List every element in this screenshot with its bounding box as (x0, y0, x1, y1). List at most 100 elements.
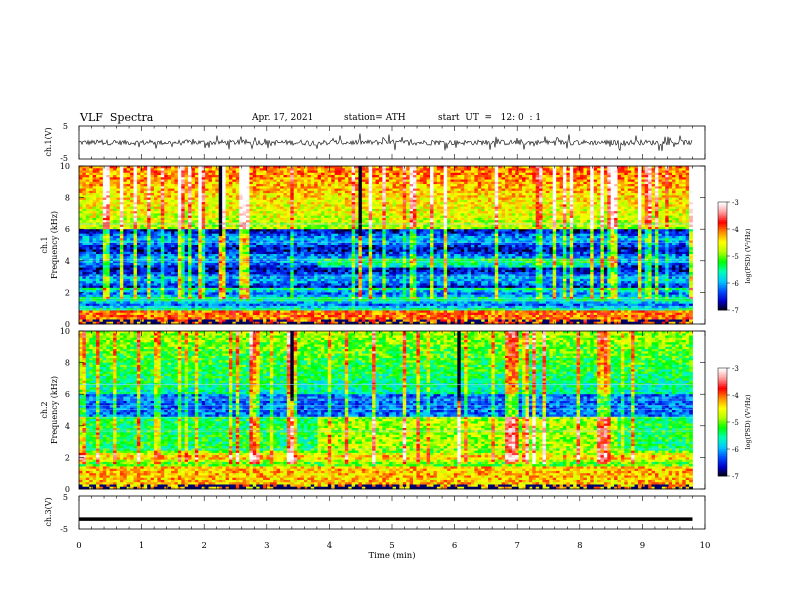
spectrogram-cell (355, 166, 359, 169)
spectrogram-cell (242, 184, 247, 187)
spectrogram-cell (406, 184, 410, 187)
spectrogram-cell (273, 179, 278, 183)
spectrogram-cell (276, 179, 281, 183)
spectrogram-cell (297, 204, 301, 208)
spectrogram-cell (634, 181, 639, 185)
spectrogram-cell (307, 186, 312, 189)
spectrogram-cell (314, 170, 318, 174)
spectrogram-cell (344, 179, 349, 183)
spectrogram-cell (143, 188, 148, 192)
spectrogram-cell (631, 186, 635, 189)
spectrogram-cell (174, 208, 179, 212)
spectrogram-cell (133, 199, 138, 203)
spectrogram-cell (586, 206, 591, 210)
spectrogram-cell (392, 199, 397, 203)
spectrogram-cell (82, 204, 87, 208)
spectrogram-cell (395, 202, 400, 205)
spectrogram-cell (171, 206, 175, 210)
spectrogram-cell (293, 184, 298, 187)
spectrogram-cell (539, 175, 543, 178)
spectrogram-cell (406, 181, 410, 185)
spectrogram-cell (355, 195, 359, 198)
spectrogram-cell (314, 197, 318, 201)
spectrogram-cell (440, 202, 445, 205)
spectrogram-cell (651, 193, 656, 196)
spectrogram-cell (491, 208, 496, 212)
spectrogram-cell (491, 190, 496, 194)
spectrogram-cell (174, 204, 179, 208)
spectrogram-cell (375, 179, 380, 183)
spectrogram-cell (184, 181, 189, 185)
spectrogram-cell (416, 197, 421, 201)
spectrogram-cell (280, 190, 284, 194)
spectrogram-cell (256, 166, 261, 169)
spectrogram-cell (235, 184, 240, 187)
spectrogram-cell (511, 175, 516, 178)
spectrogram-cell (160, 166, 165, 169)
spectrogram-cell (528, 186, 533, 189)
spectrogram-cell (675, 184, 680, 187)
spectrogram-cell (457, 168, 462, 171)
spectrogram-cell (614, 188, 618, 192)
spectrogram-cell (79, 170, 83, 174)
station-label: station= ATH (344, 113, 406, 123)
spectrogram-cell (177, 188, 182, 192)
spectrogram-cell (266, 166, 271, 169)
spectrogram-cell (477, 168, 482, 171)
spectrogram-cell (443, 181, 448, 185)
spectrogram-cell (631, 179, 635, 183)
spectrogram-cell (348, 181, 353, 185)
spectrogram-cell (259, 202, 264, 205)
spectrogram-cell (133, 186, 138, 189)
spectrogram-cell (194, 172, 199, 176)
spectrogram-cell (89, 172, 94, 176)
spectrogram-cell (123, 199, 128, 203)
spectrogram-cell (637, 186, 642, 189)
spectrogram-cell (392, 188, 397, 192)
spectrogram-cell (119, 193, 124, 196)
spectrogram-cell (682, 202, 687, 205)
spectrogram-cell (177, 202, 182, 205)
spectrogram-cell (668, 206, 673, 210)
spectrogram-cell (672, 208, 676, 212)
spectrogram-cell (82, 188, 87, 192)
spectrogram-cell (184, 199, 189, 203)
spectrogram-cell (569, 170, 574, 174)
spectrogram-cell (419, 181, 424, 185)
spectrogram-cell (215, 199, 220, 203)
spectrogram-cell (320, 175, 325, 178)
spectrogram-cell (310, 168, 315, 171)
spectrogram-cell (406, 168, 410, 171)
spectrogram-cell (99, 195, 104, 198)
spectrogram-cell (477, 181, 482, 185)
spectrogram-cell (92, 181, 97, 185)
spectrogram-cell (556, 172, 560, 176)
spectrogram-cell (430, 184, 434, 187)
spectrogram-cell (426, 199, 431, 203)
spectrogram-cell (430, 168, 434, 171)
spectrogram-cell (198, 195, 203, 198)
spectrogram-cell (358, 177, 363, 180)
spectrogram-cell (450, 202, 455, 205)
spectrogram-cell (177, 179, 182, 183)
spectrogram-cell (433, 170, 438, 174)
spectrogram-cell (283, 179, 288, 183)
spectrogram-cell (426, 170, 431, 174)
spectrogram-cell (89, 166, 94, 169)
spectrogram-cell (385, 193, 390, 196)
spectrogram-cell (484, 172, 489, 176)
spectrogram-cell (395, 206, 400, 210)
spectrogram-cell (658, 168, 663, 171)
spectrogram-cell (320, 172, 325, 176)
spectrogram-cell (467, 177, 472, 180)
spectrogram-cell (280, 193, 284, 196)
spectrogram-cell (474, 206, 479, 210)
spectrogram-cell (416, 166, 421, 169)
spectrogram-cell (235, 175, 240, 178)
spectrogram-cell (566, 188, 571, 192)
spectrogram-cell (164, 188, 169, 192)
spectrogram-cell (372, 184, 376, 187)
spectrogram-cell (559, 195, 564, 198)
spectrogram-cell (239, 175, 243, 178)
spectrogram-cell (215, 197, 220, 201)
